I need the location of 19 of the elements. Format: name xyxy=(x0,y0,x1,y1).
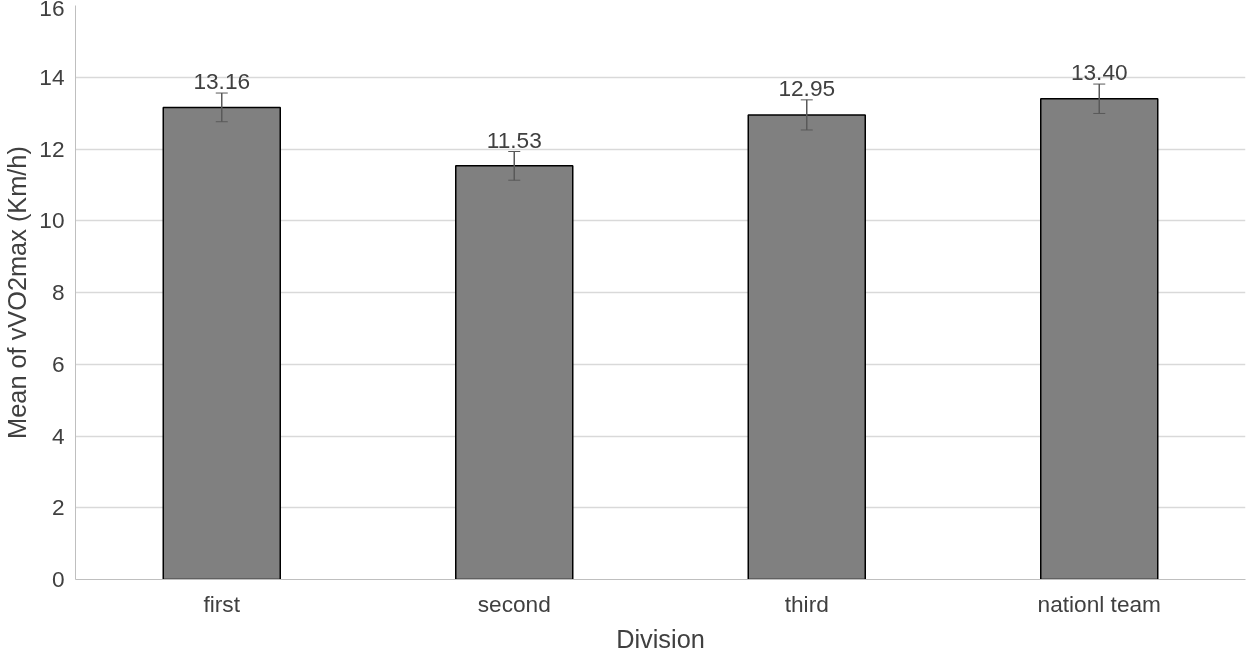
y-tick-label: 10 xyxy=(39,207,65,234)
x-tick-label: nationl team xyxy=(1037,590,1161,617)
y-tick-label: 16 xyxy=(39,0,65,21)
y-tick-label: 0 xyxy=(51,566,65,592)
y-tick-label: 4 xyxy=(51,422,65,449)
data-label: 13.40 xyxy=(1070,59,1128,86)
data-label: 12.95 xyxy=(778,74,836,101)
y-tick-label: 8 xyxy=(51,279,65,305)
x-tick-label: first xyxy=(203,590,241,617)
x-axis-title: Division xyxy=(616,624,705,653)
data-label: 11.53 xyxy=(486,126,542,153)
y-tick-label: 2 xyxy=(51,494,65,521)
x-tick-label: third xyxy=(784,590,829,617)
data-label: 13.16 xyxy=(193,68,251,95)
x-tick-label: second xyxy=(477,590,551,617)
y-axis-title: Mean of vVO2max (Km/h) xyxy=(3,146,32,439)
y-tick-label: 6 xyxy=(51,350,65,377)
y-tick-label: 14 xyxy=(39,63,65,90)
y-tick-label: 12 xyxy=(39,135,65,162)
